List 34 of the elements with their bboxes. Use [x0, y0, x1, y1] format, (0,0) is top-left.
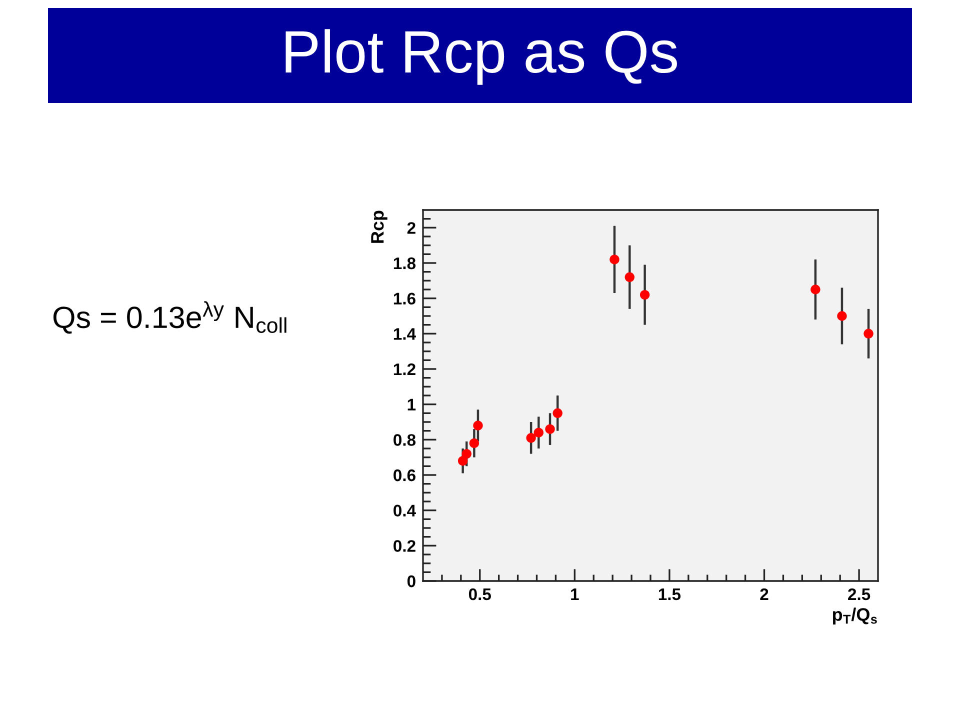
x-tick-label: 2.5 [848, 588, 870, 600]
y-tick-label: 0.4 [394, 504, 416, 517]
y-tick-label: 1.8 [394, 257, 416, 270]
point [458, 456, 468, 466]
point [469, 438, 480, 448]
y-tick-label: 2 [407, 222, 416, 234]
point [552, 408, 562, 418]
point [610, 254, 620, 264]
point [624, 272, 635, 282]
y-tick-label: 1.6 [394, 292, 416, 305]
y-tick-label: 0.8 [394, 434, 416, 446]
point [534, 428, 544, 438]
point [545, 424, 555, 434]
y-tick-label: 1 [408, 398, 416, 410]
point [864, 328, 874, 339]
y-axis-title: Rcp [371, 210, 388, 243]
point [473, 420, 483, 430]
point [526, 433, 536, 443]
point [462, 448, 472, 459]
point [810, 284, 820, 294]
y-tick-label: 0.2 [394, 540, 416, 552]
point [640, 290, 650, 300]
y-tick-label: 0.6 [394, 469, 416, 482]
y-tick-label: 1.4 [394, 328, 416, 340]
y-tick-label: 1.2 [394, 363, 416, 376]
x-axis-title: p$_{T}$/Q$_{s}$ [832, 608, 877, 624]
text: Qs = 0.13e$^{λy}$ N$_{coll}$ [53, 301, 286, 334]
x-tick-label: 0.5 [468, 588, 491, 600]
x-tick-label: 2 [760, 588, 768, 600]
x-tick-label: 1 [571, 588, 579, 600]
x-tick-label: 1.5 [658, 588, 681, 600]
chart-title: Plot Rcp as Qs [286, 29, 677, 85]
point [837, 311, 847, 321]
y-tick-label: 0 [407, 575, 416, 588]
